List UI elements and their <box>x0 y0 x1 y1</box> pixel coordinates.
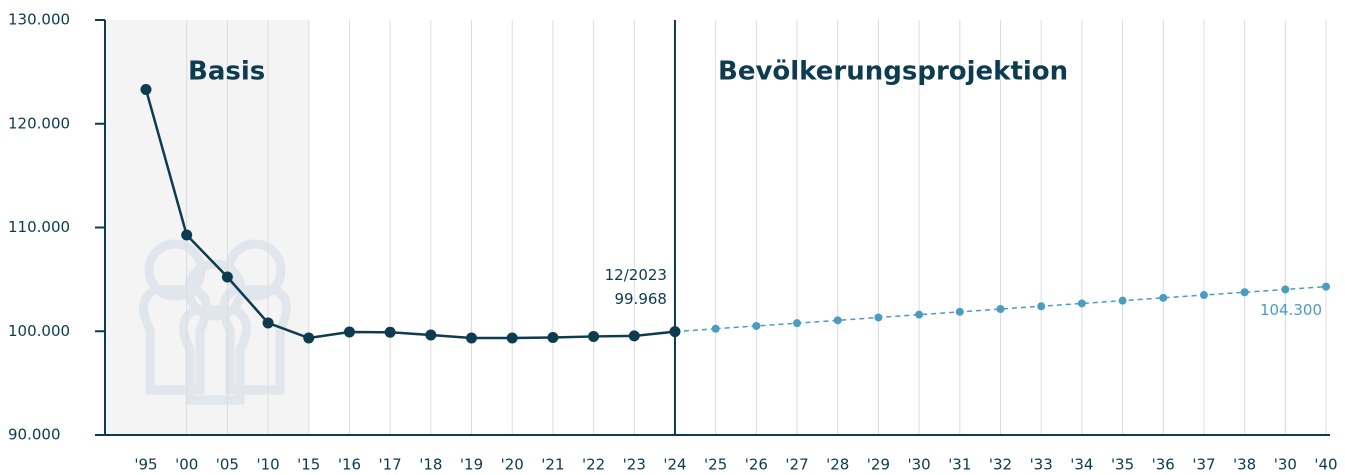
point <box>384 326 396 338</box>
point <box>628 330 640 342</box>
point <box>181 229 193 241</box>
point <box>506 332 518 344</box>
point <box>1322 282 1331 291</box>
x-tick-label: '05 <box>216 456 239 474</box>
series-line <box>144 89 676 340</box>
x-tick-label: '30 <box>908 456 931 474</box>
point <box>915 310 924 319</box>
x-tick-label: '25 <box>704 456 727 474</box>
x-tick-label: '19 <box>460 456 483 474</box>
x-tick-label: '21 <box>541 456 564 474</box>
point <box>752 321 761 330</box>
basis-background <box>105 20 309 435</box>
point <box>955 307 964 316</box>
x-tick-label: '38 <box>1233 456 1256 474</box>
point <box>669 326 681 338</box>
y-tick-label: 130.000 <box>8 11 70 29</box>
point <box>1159 293 1168 302</box>
x-tick-label: '22 <box>582 456 605 474</box>
y-tick-label: 120.000 <box>8 114 70 132</box>
point <box>1077 299 1086 308</box>
x-tick-label: '00 <box>175 456 198 474</box>
annotation: 12/2023 <box>605 266 667 284</box>
title: Bevölkerungsprojektion <box>718 57 1068 87</box>
x-tick-label: '37 <box>1192 456 1215 474</box>
point <box>343 326 355 338</box>
x-tick-label: '15 <box>297 456 320 474</box>
x-tick-label: '29 <box>867 456 890 474</box>
x-tick-label: '95 <box>134 456 157 474</box>
title: Basis <box>188 57 265 87</box>
x-tick-label: '27 <box>785 456 808 474</box>
point <box>874 313 883 322</box>
value-label: 99.968 <box>614 290 667 308</box>
connector <box>674 328 716 333</box>
series-line <box>715 285 1327 330</box>
point <box>547 331 559 343</box>
point <box>140 84 152 96</box>
x-tick-label: '33 <box>1030 456 1053 474</box>
point <box>1281 285 1290 294</box>
x-tick-label: '28 <box>826 456 849 474</box>
x-tick-label: '17 <box>379 456 402 474</box>
point <box>221 271 233 283</box>
y-tick-label: 110.000 <box>8 218 70 236</box>
x-tick-label: '24 <box>663 456 686 474</box>
y-tick-label: 100.000 <box>8 322 70 340</box>
x-tick-label: '31 <box>948 456 971 474</box>
point <box>1199 291 1208 300</box>
point <box>262 317 274 329</box>
x-tick-label: '34 <box>1070 456 1093 474</box>
x-tick-label: '36 <box>1152 456 1175 474</box>
x-tick-label: '20 <box>501 456 524 474</box>
point <box>466 332 478 344</box>
x-tick-label: '26 <box>745 456 768 474</box>
point <box>996 305 1005 314</box>
point <box>588 330 600 342</box>
x-tick-label: '18 <box>419 456 442 474</box>
x-tick-label: '35 <box>1111 456 1134 474</box>
x-tick-label: '40 <box>1314 456 1337 474</box>
x-tick-label: '23 <box>623 456 646 474</box>
x-tick-label: '10 <box>256 456 279 474</box>
point <box>711 324 720 333</box>
point <box>303 332 315 344</box>
point <box>425 329 437 341</box>
value-label: 104.300 <box>1260 301 1322 319</box>
point <box>793 319 802 328</box>
x-tick-label: '32 <box>989 456 1012 474</box>
point <box>1037 302 1046 311</box>
point <box>1240 288 1249 297</box>
point <box>833 316 842 325</box>
point <box>1118 296 1127 305</box>
x-tick-label: '30 <box>1274 456 1297 474</box>
x-tick-label: '16 <box>338 456 361 474</box>
y-tick-label: 90.000 <box>8 426 61 444</box>
